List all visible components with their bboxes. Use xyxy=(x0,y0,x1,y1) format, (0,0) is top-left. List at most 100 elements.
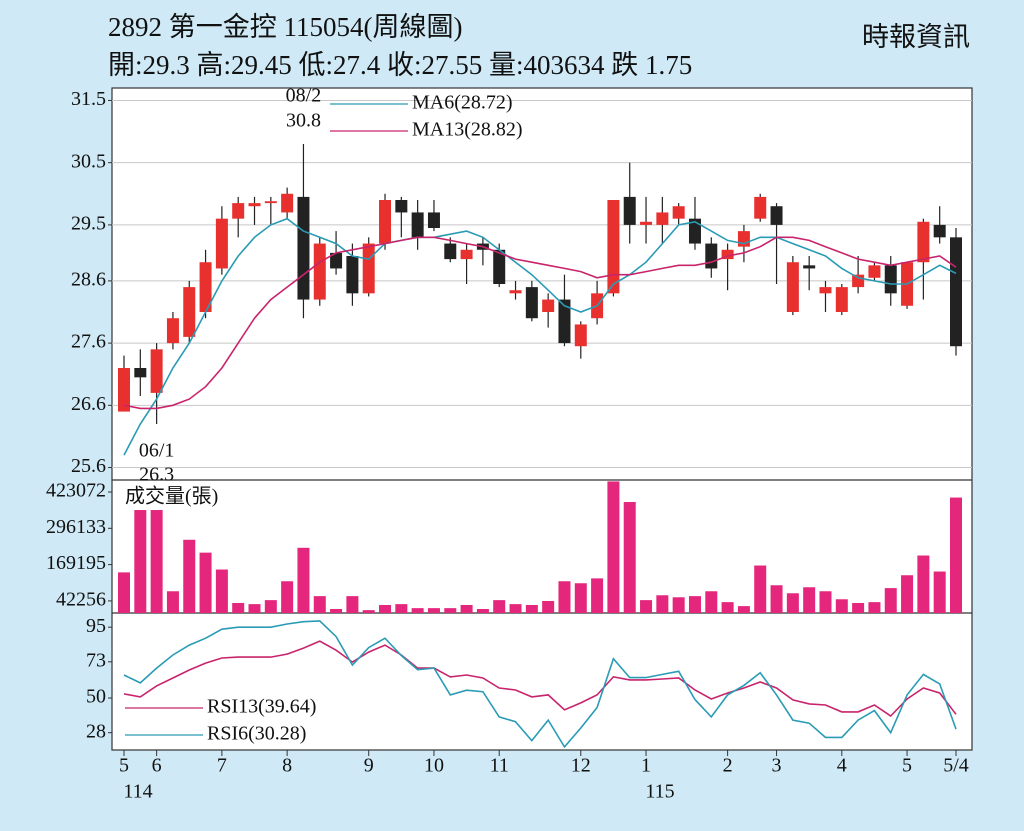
volume-bar xyxy=(525,604,538,613)
candle-body xyxy=(623,196,636,225)
candle-body xyxy=(884,265,897,294)
ma-line xyxy=(123,236,957,410)
volume-bar xyxy=(656,595,669,613)
volume-bar xyxy=(868,602,881,613)
y-tick-label: 27.6 xyxy=(71,331,106,353)
volume-bar xyxy=(150,510,163,613)
x-year-label: 114 xyxy=(123,781,152,803)
candle-body xyxy=(444,243,457,260)
candle-body xyxy=(379,200,392,244)
volume-bar xyxy=(118,572,130,613)
volume-bar xyxy=(591,578,604,613)
candle-body xyxy=(672,206,685,219)
volume-bar xyxy=(281,581,294,613)
candle-body xyxy=(411,212,424,238)
volume-bar xyxy=(950,497,962,613)
candle-body xyxy=(232,203,245,219)
y-tick-label: 31.5 xyxy=(71,88,106,110)
volume-bar xyxy=(542,600,555,613)
candle-body xyxy=(493,249,506,284)
candle-body xyxy=(917,221,930,263)
x-tick-label: 7 xyxy=(217,755,227,777)
x-tick-label: 5/4 xyxy=(943,755,969,777)
legend-label: RSI13(39.64) xyxy=(207,696,316,718)
y-tick-label: 28.6 xyxy=(71,268,106,290)
candle-body xyxy=(542,299,555,312)
candle-body xyxy=(786,262,799,312)
volume-bar xyxy=(721,602,734,613)
candle-body xyxy=(330,252,343,269)
volume-bar xyxy=(688,596,701,613)
candle-body xyxy=(950,237,962,347)
volume-bar xyxy=(901,575,914,613)
y-tick-label: 169195 xyxy=(46,552,106,574)
volume-bar xyxy=(819,591,832,613)
volume-bar xyxy=(835,599,848,613)
volume-bar xyxy=(362,610,375,613)
candle-body xyxy=(150,349,163,393)
plot-area xyxy=(111,87,973,751)
volume-bar xyxy=(917,555,930,613)
volume-bar xyxy=(346,596,359,613)
volume-bar xyxy=(770,585,783,613)
x-tick-label: 12 xyxy=(571,755,591,777)
volume-bar xyxy=(509,604,522,613)
volume-bar xyxy=(640,600,653,613)
volume-bar xyxy=(166,591,179,613)
annotation-value: 26.3 xyxy=(139,464,174,486)
y-tick-label: 29.5 xyxy=(71,212,106,234)
candle-body xyxy=(281,193,294,213)
volume-bar xyxy=(476,608,489,613)
x-tick-label: 9 xyxy=(364,755,374,777)
volume-bar xyxy=(754,565,767,613)
rsi-line xyxy=(123,640,957,718)
candle-body xyxy=(346,256,359,294)
x-tick-label: 2 xyxy=(723,755,733,777)
candle-body xyxy=(460,249,473,260)
y-tick-label: 50 xyxy=(86,686,106,708)
x-tick-label: 5 xyxy=(119,755,129,777)
y-tick-label: 296133 xyxy=(46,516,106,538)
chart-title: 2892 第一金控 115054(周線圖) xyxy=(108,12,462,42)
legend-label: RSI6(30.28) xyxy=(207,723,306,745)
volume-bar xyxy=(460,604,473,613)
volume-bar xyxy=(852,602,865,613)
candle-body xyxy=(199,262,212,312)
candle-body xyxy=(721,249,734,260)
y-tick-label: 73 xyxy=(86,649,106,671)
volume-bar xyxy=(427,608,440,613)
volume-bar xyxy=(884,588,897,613)
volume-bar xyxy=(183,539,196,613)
candle-body xyxy=(558,299,571,344)
candle-body xyxy=(868,265,881,278)
candle-body xyxy=(427,212,440,228)
volume-bar xyxy=(215,569,228,613)
volume-bar xyxy=(444,608,457,613)
volume-bar xyxy=(737,606,750,613)
candle-body xyxy=(264,201,277,204)
volume-bar xyxy=(248,604,261,613)
y-tick-label: 28 xyxy=(86,720,106,742)
volume-bar xyxy=(786,593,799,613)
volume-bar xyxy=(232,602,245,613)
volume-bar xyxy=(803,587,816,613)
candle-body xyxy=(297,196,310,300)
x-tick-label: 10 xyxy=(424,755,444,777)
legend-label: MA13(28.82) xyxy=(412,119,523,141)
candle-body xyxy=(819,287,832,294)
volume-bar xyxy=(672,597,685,613)
volume-bar xyxy=(411,608,424,613)
candle-body xyxy=(803,265,816,269)
x-year-label: 115 xyxy=(645,781,674,803)
volume-bar xyxy=(493,600,506,613)
candle-body xyxy=(705,243,718,269)
candle-body xyxy=(313,243,326,300)
candle-body xyxy=(134,368,147,378)
x-tick-label: 11 xyxy=(490,755,509,777)
x-tick-label: 8 xyxy=(282,755,292,777)
candle-body xyxy=(688,218,701,244)
annotation-value: 30.8 xyxy=(286,110,321,132)
candle-body xyxy=(395,200,408,213)
candle-body xyxy=(183,287,196,337)
